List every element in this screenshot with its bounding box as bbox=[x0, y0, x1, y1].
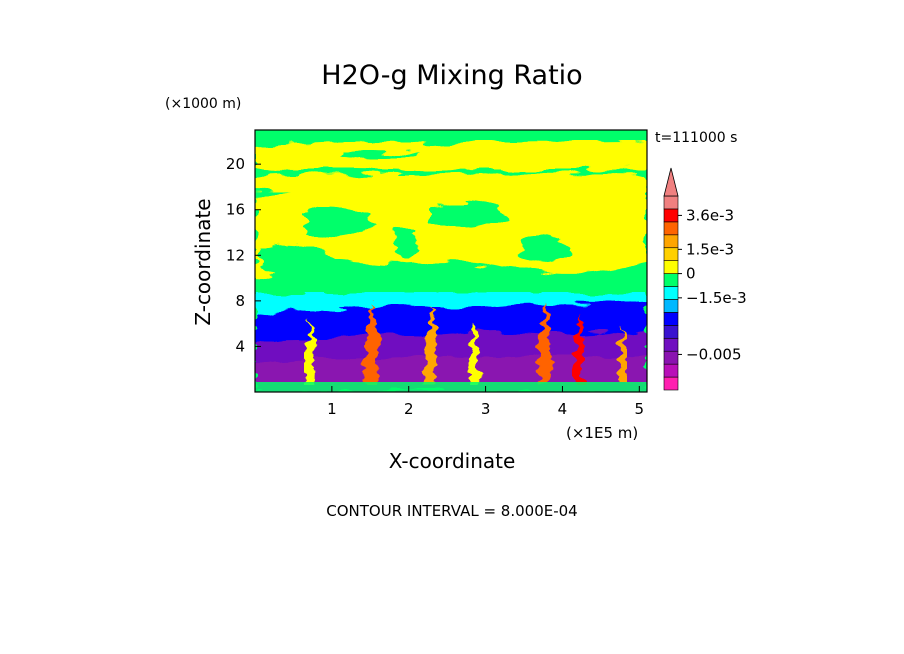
colorbar-tick-label: 1.5e-3 bbox=[686, 240, 734, 258]
y-tick-label: 12 bbox=[226, 246, 245, 264]
colorbar-swatch bbox=[663, 208, 679, 223]
colorbar-swatch bbox=[663, 337, 679, 352]
x-tick-label: 3 bbox=[481, 400, 491, 418]
x-unit-label: (×1E5 m) bbox=[566, 424, 638, 442]
x-axis: 1 2 3 4 5 bbox=[327, 386, 644, 418]
colorbar-swatch bbox=[663, 376, 679, 391]
colorbar-swatch bbox=[663, 312, 679, 326]
field-mid-yellow bbox=[255, 179, 647, 280]
colorbar-swatch bbox=[663, 247, 679, 261]
x-tick-label: 5 bbox=[635, 400, 645, 418]
x-tick-label: 4 bbox=[558, 400, 568, 418]
y-axis: 4 8 12 16 20 bbox=[226, 155, 261, 355]
plot-frame bbox=[254, 129, 648, 393]
colorbar-swatch bbox=[663, 234, 679, 249]
field-upper-yellow bbox=[255, 140, 647, 193]
colorbar-swatch bbox=[663, 195, 679, 210]
colorbar-swatch bbox=[663, 260, 679, 274]
x-axis-label: X-coordinate bbox=[389, 449, 516, 473]
x-tick-label: 1 bbox=[327, 400, 337, 418]
y-unit-label: (×1000 m) bbox=[165, 96, 241, 112]
colorbar-tick-label: 3.6e-3 bbox=[686, 206, 734, 224]
x-tick-label: 2 bbox=[404, 400, 414, 418]
colorbar-swatch bbox=[663, 273, 679, 287]
colorbar-swatch bbox=[663, 350, 679, 365]
field-plumes bbox=[304, 300, 627, 385]
contour-interval-label: CONTOUR INTERVAL = 8.000E-04 bbox=[326, 502, 577, 520]
y-axis-label: Z-coordinate bbox=[191, 198, 215, 325]
plot-area bbox=[255, 130, 647, 392]
colorbar-tick-label: 0 bbox=[686, 265, 696, 283]
colorbar: 3.6e-3 1.5e-3 0 −1.5e-3 −0.005 bbox=[663, 167, 747, 391]
colorbar-tick-label: −0.005 bbox=[686, 345, 742, 363]
colorbar-tick-label: −1.5e-3 bbox=[686, 289, 747, 307]
chart-title: H2O-g Mixing Ratio bbox=[321, 60, 582, 91]
colorbar-swatch bbox=[663, 286, 679, 300]
colorbar-extend-arrow bbox=[663, 167, 679, 197]
field-lower-layers bbox=[255, 292, 647, 392]
colorbar-swatch bbox=[663, 325, 679, 339]
time-label: t=111000 s bbox=[655, 130, 737, 146]
y-tick-label: 16 bbox=[226, 201, 245, 219]
y-tick-label: 4 bbox=[235, 337, 245, 355]
colorbar-swatch bbox=[663, 221, 679, 236]
y-tick-label: 8 bbox=[235, 292, 245, 310]
colorbar-swatch bbox=[663, 363, 679, 378]
colorbar-swatch bbox=[663, 299, 679, 313]
y-tick-label: 20 bbox=[226, 155, 245, 173]
